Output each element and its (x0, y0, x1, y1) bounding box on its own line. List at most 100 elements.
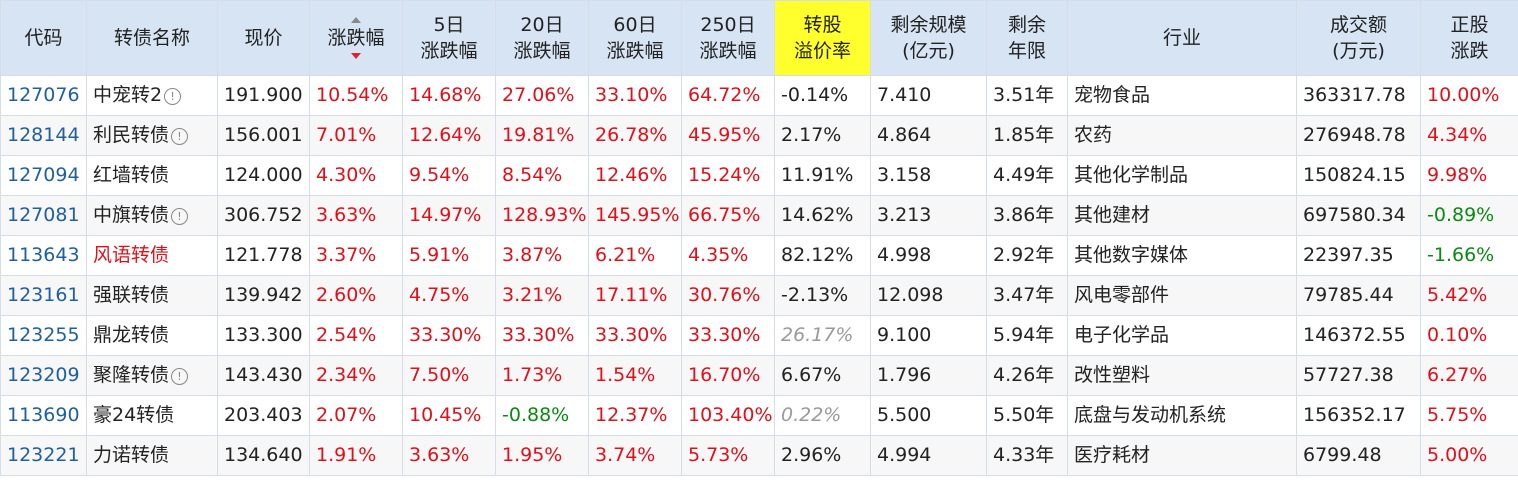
bond-code-link[interactable]: 127076 (0, 75, 87, 116)
bond-code-link-text: 128144 (7, 124, 80, 146)
bond-name-link[interactable]: 中宠转2! (86, 75, 218, 116)
info-icon[interactable]: ! (171, 128, 189, 145)
bond-code-link[interactable]: 113690 (0, 395, 87, 436)
amount-cell-text: 79785.44 (1303, 284, 1394, 306)
industry-cell-text: 宠物食品 (1074, 84, 1151, 106)
industry-cell: 改性塑料 (1067, 355, 1297, 396)
col-5d[interactable]: 5日 涨跌幅 (402, 0, 496, 76)
col-premium-line2: 溢价率 (793, 40, 851, 62)
table-row[interactable]: 128144 利民转债! 156.001 7.01% 12.64% 19.81% 26.78… (0, 115, 1518, 156)
years-cell: 5.50年 (986, 395, 1068, 436)
change-20d-cell: 27.06% (495, 75, 589, 116)
col-scale[interactable]: 剩余规模 (亿元) (870, 0, 987, 76)
col-change[interactable]: 涨跌幅 (309, 0, 403, 76)
bond-code-link-text: 113690 (7, 404, 80, 426)
change-250d-cell-text: 15.24% (688, 164, 761, 186)
table-row[interactable]: 123161 强联转债 139.942 2.60% 4.75% 3.21% 17.11% 30… (0, 275, 1518, 316)
col-60d[interactable]: 60日 涨跌幅 (588, 0, 682, 76)
change-20d-cell-text: 8.54% (502, 164, 563, 186)
table-row[interactable]: 123255 鼎龙转债 133.300 2.54% 33.30% 33.30% 33.30%… (0, 315, 1518, 356)
change-cell: 4.30% (309, 155, 403, 196)
bond-code-link[interactable]: 127094 (0, 155, 87, 196)
table-row[interactable]: 113643 风语转债 121.778 3.37% 5.91% 3.87% 6.21% 4.3… (0, 235, 1518, 276)
col-code[interactable]: 代码 (0, 0, 87, 76)
change-cell: 2.07% (309, 395, 403, 436)
col-price[interactable]: 现价 (217, 0, 310, 76)
change-20d-cell: 3.87% (495, 235, 589, 276)
bond-code-link[interactable]: 113643 (0, 235, 87, 276)
table-row[interactable]: 123209 聚隆转债! 143.430 2.34% 7.50% 1.73% 1.54% 16… (0, 355, 1518, 396)
change-5d-cell-text: 3.63% (409, 444, 470, 466)
price-cell: 203.403 (217, 395, 310, 436)
industry-cell: 其他建材 (1067, 195, 1297, 236)
col-250d-line1: 250日 (700, 14, 756, 36)
col-60d-line2: 涨跌幅 (606, 40, 664, 62)
col-stock-change[interactable]: 正股 涨跌 (1420, 0, 1518, 76)
bond-name-link[interactable]: 豪24转债 (86, 395, 218, 436)
bond-name-link[interactable]: 中旗转债! (86, 195, 218, 236)
bond-code-link[interactable]: 123209 (0, 355, 87, 396)
price-cell: 121.778 (217, 235, 310, 276)
bond-name-link-text: 力诺转债 (93, 444, 170, 466)
scale-cell: 3.158 (870, 155, 987, 196)
stock-change-cell: 5.00% (1420, 435, 1518, 476)
change-cell: 2.54% (309, 315, 403, 356)
years-cell: 4.49年 (986, 155, 1068, 196)
years-cell-text: 4.26年 (993, 364, 1055, 386)
bond-name-link[interactable]: 鼎龙转债 (86, 315, 218, 356)
scale-cell-text: 9.100 (877, 324, 932, 346)
price-cell-text: 133.300 (224, 324, 303, 346)
change-250d-cell: 16.70% (681, 355, 775, 396)
col-amount[interactable]: 成交额 (万元) (1296, 0, 1421, 76)
col-250d[interactable]: 250日涨跌幅 (681, 0, 775, 76)
col-250d-line2: 涨跌幅 (699, 40, 757, 62)
table-row[interactable]: 113690 豪24转债 203.403 2.07% 10.45% -0.88% 12.37… (0, 395, 1518, 436)
change-250d-cell-text: 66.75% (688, 204, 761, 226)
change-cell-text: 2.34% (316, 364, 377, 386)
premium-cell-text: 6.67% (781, 364, 842, 386)
bond-code-link[interactable]: 123161 (0, 275, 87, 316)
change-cell-text: 1.91% (316, 444, 377, 466)
col-industry[interactable]: 行业 (1067, 0, 1297, 76)
scale-cell-text: 4.864 (877, 124, 932, 146)
bond-name-link[interactable]: 聚隆转债! (86, 355, 218, 396)
change-cell: 3.37% (309, 235, 403, 276)
col-premium[interactable]: 转股 溢价率 (774, 0, 871, 76)
info-icon[interactable]: ! (171, 368, 189, 385)
premium-cell-text: 14.62% (781, 204, 854, 226)
scale-cell-text: 4.998 (877, 244, 932, 266)
change-5d-cell: 3.63% (402, 435, 496, 476)
col-20d[interactable]: 20日 涨跌幅 (495, 0, 589, 76)
amount-cell: 150824.15 (1296, 155, 1421, 196)
bond-name-link[interactable]: 利民转债! (86, 115, 218, 156)
years-cell-text: 2.92年 (993, 244, 1055, 266)
bond-name-link[interactable]: 强联转债 (86, 275, 218, 316)
table-row[interactable]: 127094 红墙转债 124.000 4.30% 9.54% 8.54% 12.46% 15… (0, 155, 1518, 196)
change-20d-cell: 128.93% (495, 195, 589, 236)
stock-change-cell-text: -1.66% (1427, 244, 1495, 266)
table-row[interactable]: 123221 力诺转债 134.640 1.91% 3.63% 1.95% 3.74% 5.7… (0, 435, 1518, 476)
info-icon[interactable]: ! (171, 208, 189, 225)
bond-name-link[interactable]: 风语转债 (86, 235, 218, 276)
bond-code-link[interactable]: 123221 (0, 435, 87, 476)
col-years[interactable]: 剩余 年限 (986, 0, 1068, 76)
bond-name-link[interactable]: 力诺转债 (86, 435, 218, 476)
col-name[interactable]: 转债名称 (86, 0, 218, 76)
price-cell: 133.300 (217, 315, 310, 356)
bond-code-link[interactable]: 128144 (0, 115, 87, 156)
table-row[interactable]: 127081 中旗转债! 306.752 3.63% 14.97% 128.93% 145.… (0, 195, 1518, 236)
table-row[interactable]: 127076 中宠转2! 191.900 10.54% 14.68% 27.06% 33.1… (0, 75, 1518, 116)
bond-code-link[interactable]: 127081 (0, 195, 87, 236)
info-icon[interactable]: ! (164, 88, 182, 105)
change-60d-cell: 12.37% (588, 395, 682, 436)
premium-cell: 0.22% (774, 395, 871, 436)
price-cell: 306.752 (217, 195, 310, 236)
premium-cell-text: 2.17% (781, 124, 842, 146)
price-cell: 134.640 (217, 435, 310, 476)
change-20d-cell: 19.81% (495, 115, 589, 156)
bond-code-link[interactable]: 123255 (0, 315, 87, 356)
price-cell-text: 134.640 (224, 444, 303, 466)
col-5d-line2: 涨跌幅 (420, 40, 478, 62)
change-20d-cell: 8.54% (495, 155, 589, 196)
bond-name-link[interactable]: 红墙转债 (86, 155, 218, 196)
